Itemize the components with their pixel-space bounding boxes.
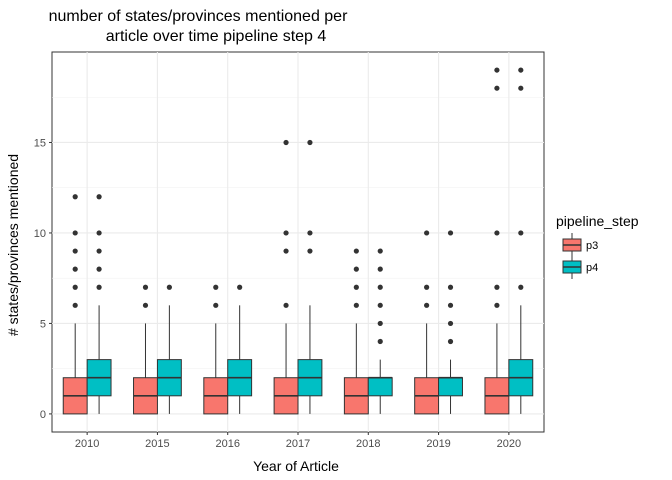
outlier-point <box>72 194 78 200</box>
outlier-point <box>494 85 500 91</box>
outlier-point <box>72 266 78 272</box>
outlier-point <box>353 284 359 290</box>
box-p4-2010 <box>86 194 112 414</box>
outlier-point <box>237 284 243 290</box>
x-tick-label: 2017 <box>286 438 310 450</box>
y-axis-title: # states/provinces mentioned <box>5 154 21 336</box>
legend-label-p3: p3 <box>586 240 598 252</box>
outlier-point <box>307 230 313 236</box>
outlier-point <box>377 338 383 345</box>
y-tick-label: 10 <box>34 228 46 240</box>
box-p4-2016 <box>227 284 253 414</box>
outlier-point <box>494 67 500 73</box>
legend-key-p3 <box>562 233 582 257</box>
outlier-point <box>96 230 102 236</box>
outlier-point <box>72 248 78 254</box>
outlier-point <box>96 266 102 272</box>
x-axis: 2010 2015 2016 2017 2018 2019 2020 <box>75 432 521 450</box>
x-tick-label: 2016 <box>215 438 239 450</box>
outlier-point <box>307 248 313 254</box>
outlier-point <box>166 284 172 290</box>
outlier-point <box>283 139 289 146</box>
outlier-point <box>96 248 102 254</box>
outlier-point <box>377 302 383 308</box>
chart-title-line-2: article over time pipeline step 4 <box>106 28 327 45</box>
outlier-point <box>494 284 500 290</box>
outlier-point <box>447 338 454 345</box>
outlier-point <box>377 266 383 272</box>
outlier-point <box>283 302 289 308</box>
outlier-point <box>518 67 524 73</box>
y-tick-label: 0 <box>40 409 46 421</box>
outlier-point <box>213 302 219 308</box>
outlier-point <box>72 230 78 236</box>
outlier-point <box>518 85 524 91</box>
grid-lines <box>52 52 544 432</box>
outlier-point <box>142 302 149 308</box>
chart-title: number of states/provinces mentioned per… <box>49 8 349 45</box>
outlier-point <box>353 302 359 308</box>
outlier-point <box>424 284 430 290</box>
box-series <box>62 67 534 415</box>
y-tick-label: 15 <box>34 137 46 149</box>
outlier-point <box>283 230 289 236</box>
outlier-point <box>494 230 500 236</box>
outlier-point <box>424 302 430 308</box>
outlier-point <box>353 248 359 254</box>
box-p3-2019 <box>414 230 440 415</box>
legend-key-p4 <box>562 255 582 279</box>
box-body <box>438 377 463 397</box>
box-p3-2017 <box>273 139 299 415</box>
outlier-point <box>142 284 149 290</box>
y-tick-label: 5 <box>40 318 46 330</box>
outlier-point <box>72 302 78 308</box>
outlier-point <box>377 284 383 290</box>
chart-title-line-1: number of states/provinces mentioned per <box>49 8 349 25</box>
outlier-point <box>424 230 430 236</box>
x-tick-label: 2015 <box>145 438 169 450</box>
outlier-point <box>447 302 454 308</box>
box-p4-2018 <box>367 248 393 414</box>
outlier-point <box>283 248 289 254</box>
box-p3-2010 <box>62 194 88 415</box>
legend-title: pipeline_step <box>556 213 639 229</box>
box-body <box>367 377 393 397</box>
outlier-point <box>213 284 219 290</box>
x-axis-title: Year of Article <box>253 458 339 474</box>
box-p4-2017 <box>297 139 323 414</box>
outlier-point <box>447 230 454 236</box>
legend-label-p4: p4 <box>586 262 598 274</box>
outlier-point <box>72 284 78 290</box>
outlier-point <box>96 284 102 290</box>
outlier-point <box>447 320 454 327</box>
outlier-point <box>494 302 500 308</box>
box-p4-2020 <box>508 67 534 414</box>
outlier-point <box>307 139 313 146</box>
x-tick-label: 2019 <box>426 438 450 450</box>
y-axis: 0 5 10 15 <box>34 137 52 421</box>
outlier-point <box>518 284 524 290</box>
box-p3-2015 <box>133 284 158 415</box>
x-tick-label: 2010 <box>75 438 99 450</box>
outlier-point <box>447 284 454 290</box>
outlier-point <box>96 194 102 200</box>
box-p3-2018 <box>343 248 369 415</box>
box-p4-2019 <box>438 230 463 414</box>
x-tick-label: 2018 <box>356 438 380 450</box>
box-p4-2015 <box>156 284 182 414</box>
outlier-point <box>377 320 383 327</box>
legend: pipeline_step p3 p4 <box>556 213 639 279</box>
outlier-point <box>518 230 524 236</box>
outlier-point <box>377 248 383 254</box>
outlier-point <box>353 266 359 272</box>
x-tick-label: 2020 <box>497 438 521 450</box>
